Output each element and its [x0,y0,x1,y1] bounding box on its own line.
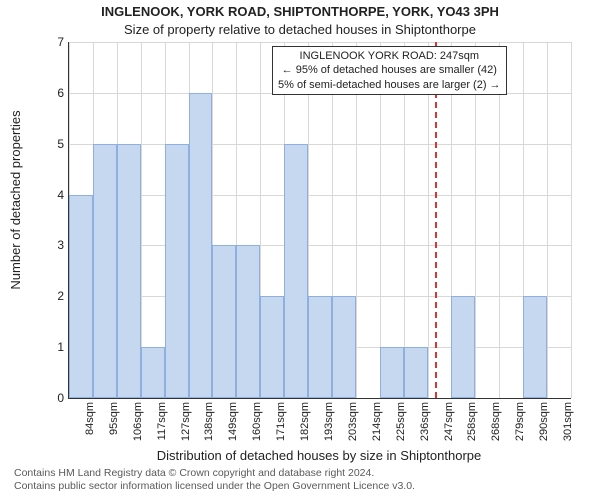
y-tick: 5 [34,137,64,151]
bar [212,245,236,398]
chart-title-1: INGLENOOK, YORK ROAD, SHIPTONTHORPE, YOR… [0,4,600,19]
footer-line2: Contains public sector information licen… [14,480,415,494]
bar [380,347,404,398]
bar [236,245,260,398]
bar [141,347,165,398]
plot-area [68,42,571,399]
annotation-line2: ← 95% of detached houses are smaller (42… [278,63,501,77]
annotation-line3: 5% of semi-detached houses are larger (2… [278,78,501,92]
x-tick: 117sqm [156,402,168,458]
gridline-v [547,42,548,398]
gridline-h [69,195,571,196]
x-tick: 290sqm [538,402,550,458]
gridline-v [475,42,476,398]
bar [332,296,356,398]
x-tick: 268sqm [490,402,502,458]
x-tick: 279sqm [514,402,526,458]
x-tick: 236sqm [419,402,431,458]
x-tick: 247sqm [443,402,455,458]
marker-line [435,42,437,398]
x-tick: 127sqm [180,402,192,458]
bar [117,144,141,398]
y-tick: 2 [34,289,64,303]
gridline-v [428,42,429,398]
y-tick: 4 [34,188,64,202]
x-tick: 301sqm [562,402,574,458]
x-tick: 203sqm [347,402,359,458]
y-axis-label: Number of detached properties [8,70,23,330]
x-tick: 258sqm [466,402,478,458]
footer-text: Contains HM Land Registry data © Crown c… [14,467,415,494]
chart-title-2: Size of property relative to detached ho… [0,22,600,37]
x-tick: 214sqm [371,402,383,458]
bar [93,144,117,398]
bar [451,296,475,398]
annotation-line1: INGLENOOK YORK ROAD: 247sqm [278,49,501,63]
x-tick: 106sqm [132,402,144,458]
gridline-v [356,42,357,398]
x-tick: 149sqm [227,402,239,458]
bar [284,144,308,398]
x-tick: 95sqm [108,402,120,458]
y-tick: 6 [34,86,64,100]
bar [189,93,213,398]
x-tick: 160sqm [251,402,263,458]
gridline-v [380,42,381,398]
y-tick: 7 [34,35,64,49]
gridline-h [69,42,571,43]
bar [165,144,189,398]
gridline-v [499,42,500,398]
footer-line1: Contains HM Land Registry data © Crown c… [14,467,415,481]
gridline-h [69,144,571,145]
annotation-box: INGLENOOK YORK ROAD: 247sqm ← 95% of det… [272,46,507,95]
bar [404,347,428,398]
bar [308,296,332,398]
y-tick: 3 [34,238,64,252]
y-tick: 1 [34,340,64,354]
bar [69,195,93,398]
x-tick: 84sqm [84,402,96,458]
x-tick: 225sqm [395,402,407,458]
x-tick: 138sqm [203,402,215,458]
bar [523,296,547,398]
gridline-h [69,245,571,246]
gridline-v [141,42,142,398]
gridline-v [404,42,405,398]
gridline-v [571,42,572,398]
bar [260,296,284,398]
x-tick: 193sqm [323,402,335,458]
y-tick: 0 [34,391,64,405]
x-tick: 182sqm [299,402,311,458]
x-tick: 171sqm [275,402,287,458]
